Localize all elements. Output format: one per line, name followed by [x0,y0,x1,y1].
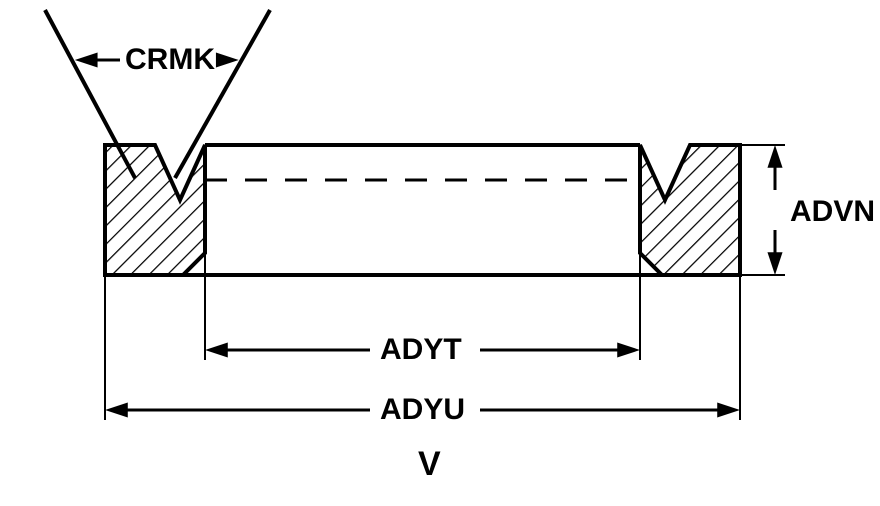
label-adyt: ADYT [380,333,462,367]
label-adyu: ADYU [380,393,465,427]
label-crmk: CRMK [125,43,215,77]
label-title: V [418,445,441,484]
label-advn: ADVN [790,195,875,229]
